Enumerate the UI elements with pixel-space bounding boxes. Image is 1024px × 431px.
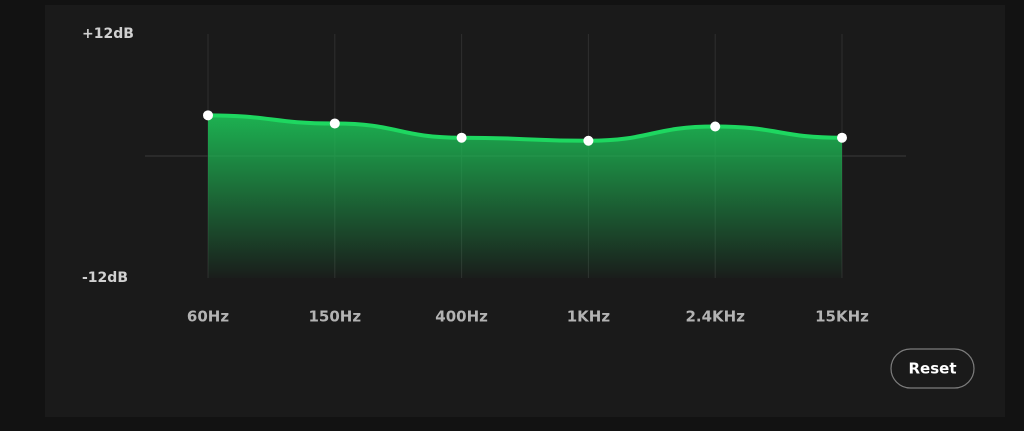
eq-area xyxy=(208,115,842,278)
x-tick-label: 60Hz xyxy=(187,308,229,326)
y-tick-label: +12dB xyxy=(82,26,134,42)
eq-handle xyxy=(456,132,467,143)
reset-button-border[interactable] xyxy=(890,348,975,389)
reset-button-label[interactable]: Reset xyxy=(909,360,957,378)
x-tick-label: 400Hz xyxy=(435,308,488,326)
eq-handle xyxy=(710,121,721,132)
x-tick-label: 150Hz xyxy=(308,308,361,326)
eq-handle xyxy=(583,135,594,146)
x-tick-label: 2.4KHz xyxy=(685,308,745,326)
plot: +12dB -12dB 60Hz 150Hz 400Hz 1KHz 2.4KHz 15KHz xyxy=(82,26,906,326)
y-tick-label: -12dB xyxy=(82,270,128,286)
x-tick-label: 1KHz xyxy=(567,308,611,326)
eq-handle xyxy=(203,110,213,121)
x-tick-label: 15KHz xyxy=(815,308,869,326)
reset-button[interactable]: Reset xyxy=(890,348,975,389)
eq-handle xyxy=(329,118,340,129)
eq-line xyxy=(206,113,844,143)
eq-handle xyxy=(837,132,847,143)
